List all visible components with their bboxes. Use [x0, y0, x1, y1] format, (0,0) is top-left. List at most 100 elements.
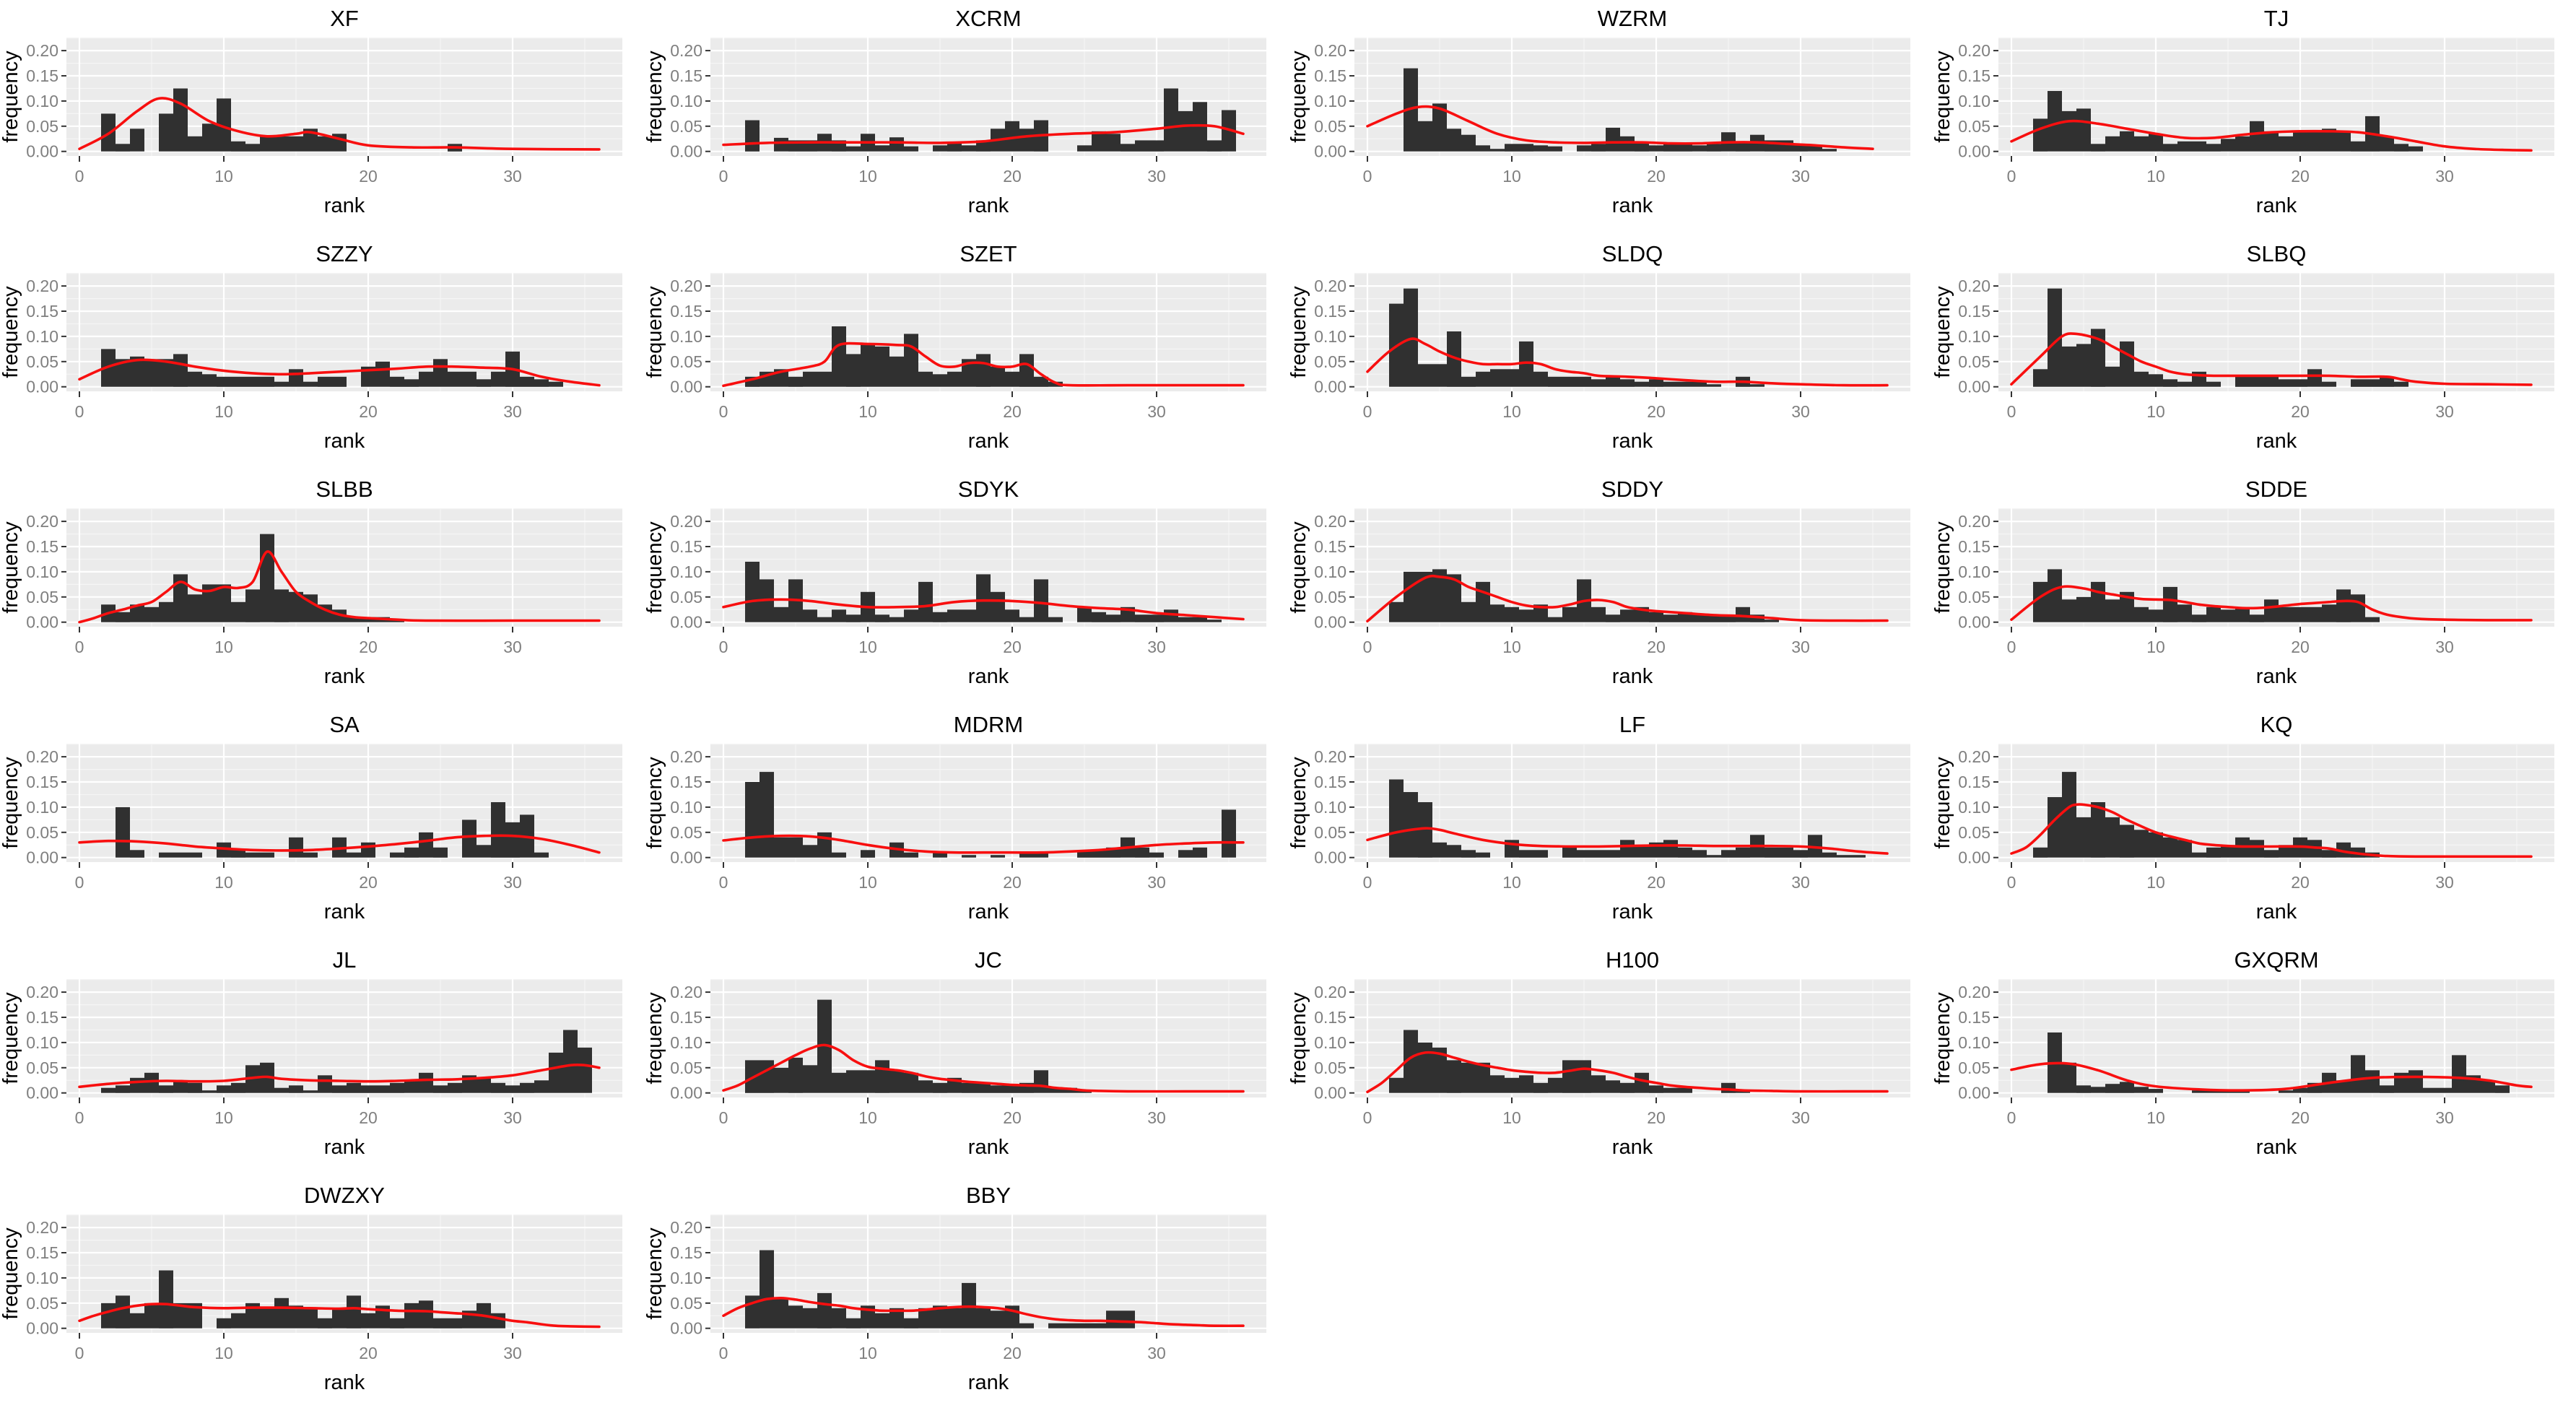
- y-tick-label: 0.00: [1958, 613, 1990, 632]
- histogram-bar: [217, 1318, 231, 1329]
- y-tick-label: 0.05: [1314, 1058, 1346, 1077]
- histogram-bar: [1548, 617, 1562, 622]
- histogram-bar: [1092, 1323, 1106, 1329]
- histogram-bar: [803, 609, 817, 622]
- histogram-bar: [1519, 144, 1533, 152]
- histogram-bar: [260, 852, 274, 858]
- histogram-bar: [1663, 381, 1678, 387]
- histogram-bar: [159, 1270, 173, 1329]
- panel-title: H100: [1606, 947, 1659, 973]
- histogram-bar: [534, 379, 549, 387]
- histogram-bar: [491, 371, 505, 387]
- histogram-bar: [2033, 847, 2048, 858]
- histogram-bar: [1005, 1085, 1019, 1093]
- histogram-bar: [144, 1303, 159, 1329]
- density-curve: [78, 1063, 601, 1089]
- x-axis-label: rank: [2256, 900, 2297, 923]
- x-tick-label: 30: [503, 167, 522, 186]
- histogram-bar: [774, 606, 788, 622]
- x-tick-label: 30: [1147, 873, 1166, 892]
- histogram-bar: [303, 1308, 318, 1329]
- y-tick-label: 0.00: [26, 142, 58, 161]
- histogram-bar: [188, 371, 202, 387]
- panel-title: WZRM: [1598, 6, 1667, 31]
- histogram-bar: [745, 782, 760, 858]
- histogram-bar: [2293, 1087, 2307, 1093]
- histogram-bar: [1606, 376, 1620, 387]
- y-tick-label: 0.20: [1314, 512, 1346, 531]
- y-tick-label: 0.10: [26, 798, 58, 817]
- histogram-bar: [2062, 1062, 2076, 1093]
- histogram-bar: [1591, 850, 1606, 858]
- histogram-bar: [933, 1305, 947, 1329]
- panel-title: MDRM: [954, 712, 1023, 737]
- histogram-bar: [2134, 830, 2149, 858]
- histogram-bar: [861, 1305, 875, 1329]
- histogram-bar: [774, 837, 788, 858]
- density-curve: [2010, 803, 2533, 858]
- x-tick-label: 0: [2007, 402, 2016, 421]
- histogram-bar: [202, 374, 217, 387]
- panel-svg: 0.00 0.05 0.10 0.15 0.20 0 10 20 30 SZET frequency…: [644, 241, 1266, 453]
- histogram-bar: [2250, 376, 2264, 387]
- histogram-bar: [2250, 121, 2264, 152]
- y-tick-label: 0.15: [670, 537, 702, 556]
- histogram-bar: [2105, 366, 2120, 387]
- histogram-bar: [448, 1082, 462, 1093]
- histogram-bar: [774, 1067, 788, 1093]
- histogram-bar: [933, 852, 947, 858]
- histogram-bar: [2264, 599, 2279, 622]
- histogram-bar: [962, 855, 976, 858]
- histogram-bar: [1476, 371, 1490, 387]
- histogram-bar: [2336, 589, 2351, 622]
- histogram-bar: [2322, 850, 2336, 858]
- histogram-bar: [1019, 852, 1034, 858]
- y-tick-label: 0.10: [1314, 1033, 1346, 1052]
- histogram-bar: [2076, 1085, 2091, 1093]
- y-axis-label: frequency: [644, 286, 666, 378]
- histogram-bar: [1519, 850, 1533, 858]
- histogram-bar: [2409, 1070, 2423, 1093]
- histogram-bar: [231, 1082, 245, 1093]
- x-tick-label: 10: [858, 1344, 877, 1362]
- y-tick-label: 0.20: [26, 1218, 58, 1237]
- histogram-bar: [861, 344, 875, 387]
- histogram-bar: [274, 589, 289, 622]
- x-tick-label: 30: [1147, 1344, 1166, 1362]
- x-axis-label: rank: [1612, 194, 1653, 217]
- y-tick-label: 0.10: [1314, 327, 1346, 346]
- y-tick-label: 0.10: [1314, 562, 1346, 581]
- y-tick-label: 0.05: [1958, 117, 1990, 136]
- histogram-bar: [549, 381, 563, 387]
- histogram-bar: [1606, 127, 1620, 152]
- y-tick-label: 0.10: [26, 92, 58, 110]
- histogram-bar: [1404, 571, 1418, 622]
- histogram-bar: [1461, 850, 1476, 858]
- histogram-bar: [477, 1077, 491, 1093]
- x-tick-label: 10: [214, 638, 233, 656]
- histogram-bar: [173, 574, 188, 622]
- histogram-bar: [1678, 144, 1692, 152]
- histogram-bar: [1663, 1087, 1678, 1093]
- histogram-bar: [1736, 606, 1750, 622]
- y-axis-label: frequency: [0, 521, 22, 614]
- y-axis-label: frequency: [1288, 521, 1310, 614]
- histogram-bar: [2409, 146, 2423, 152]
- y-axis-label: frequency: [0, 757, 22, 849]
- histogram-bar: [1620, 609, 1635, 622]
- histogram-bar: [1721, 850, 1736, 858]
- histogram-bar: [130, 1313, 144, 1329]
- histogram-bar: [347, 852, 361, 858]
- density-curve: [78, 1303, 601, 1329]
- histogram-bar: [1106, 614, 1121, 622]
- x-tick-label: 10: [214, 1344, 233, 1362]
- histogram-bar: [889, 617, 904, 622]
- x-tick-label: 30: [1791, 873, 1810, 892]
- y-tick-label: 0.20: [670, 983, 702, 1001]
- y-axis-label: frequency: [1932, 992, 1954, 1084]
- histogram-bar: [1005, 371, 1019, 387]
- histogram-bar: [202, 123, 217, 152]
- x-tick-label: 30: [2435, 402, 2454, 421]
- histogram-bar: [159, 113, 173, 152]
- histogram-bar: [2048, 569, 2062, 622]
